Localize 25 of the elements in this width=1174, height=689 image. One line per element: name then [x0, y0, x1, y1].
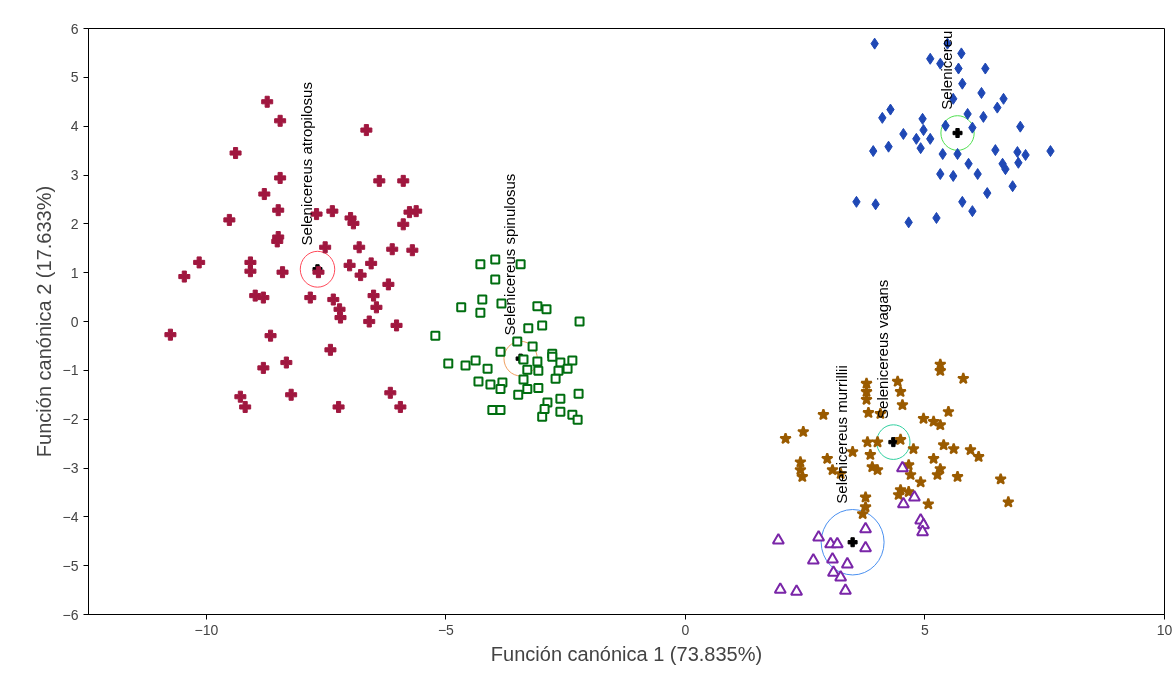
x-axis-title: Función canónica 1 (73.835%)	[490, 642, 763, 665]
y-tick-label: 1	[70, 264, 79, 281]
text: Selenicereus murrillii	[833, 365, 851, 504]
x-tick-label: 0	[681, 621, 690, 638]
text: Selenicereus spinulosus	[501, 173, 519, 336]
x-tick-label: 5	[921, 621, 930, 638]
y-tick-label: 6	[70, 20, 79, 37]
text: Selenicereus vagans	[873, 279, 891, 419]
x-tick-label: 10	[1156, 621, 1173, 638]
y-tick-label: −6	[62, 606, 79, 623]
y-tick-label: −4	[62, 508, 79, 525]
y-tick-label: 5	[70, 69, 79, 86]
text: Selenicereu	[938, 30, 956, 110]
y-tick-label: −5	[62, 557, 79, 574]
x-tick-label: −5	[437, 621, 455, 638]
x-tick-label: −10	[194, 621, 219, 638]
y-tick-label: 2	[70, 215, 79, 232]
y-tick-label: 4	[70, 118, 79, 135]
text: Selenicereus atropilosus	[298, 82, 316, 246]
y-tick-label: −3	[62, 460, 79, 476]
y-tick-label: −1	[62, 362, 79, 379]
y-tick-label: 0	[70, 313, 79, 330]
y-axis-title: Función canónica 2 (17.633%)	[32, 185, 55, 458]
y-tick-label: −2	[62, 411, 79, 428]
y-tick-label: 3	[70, 167, 79, 183]
